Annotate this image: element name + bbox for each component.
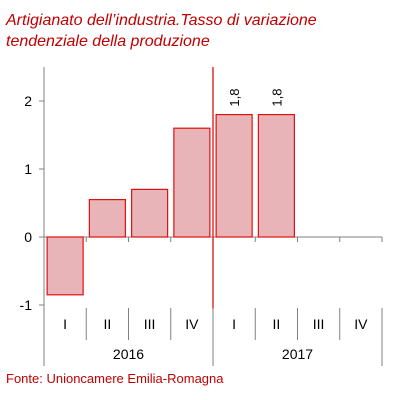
bar-0 (46, 236, 84, 296)
bar-2 (131, 188, 169, 238)
x-tick-label: III (313, 316, 325, 332)
group-label: 2017 (282, 346, 313, 362)
bar-3 (173, 127, 211, 238)
x-tick-label: II (103, 316, 111, 332)
chart-title: Artigianato dell’industria.Tasso di vari… (6, 10, 396, 52)
chart-title-line-2: tendenziale della produzione (6, 33, 210, 50)
y-tick-label: 2 (24, 93, 32, 109)
data-label: 1,8 (227, 89, 242, 107)
bar-5 (257, 113, 295, 238)
y-tick-label: 1 (24, 161, 32, 177)
data-label: 1,8 (269, 89, 284, 107)
x-tick-label: III (144, 316, 156, 332)
x-tick-label: II (272, 316, 280, 332)
x-tick-label: I (63, 316, 67, 332)
x-tick-label: IV (185, 316, 199, 332)
source-note: Fonte: Unioncamere Emilia-Romagna (6, 371, 224, 386)
bar-1 (88, 199, 126, 238)
y-tick-label: 0 (24, 229, 32, 245)
y-tick-label: -1 (20, 297, 33, 313)
x-tick-label: IV (354, 316, 368, 332)
bar-4 (215, 113, 253, 238)
x-tick-label: I (232, 316, 236, 332)
group-label: 2016 (113, 346, 144, 362)
chart-title-line-1: Artigianato dell’industria.Tasso di vari… (6, 12, 317, 29)
